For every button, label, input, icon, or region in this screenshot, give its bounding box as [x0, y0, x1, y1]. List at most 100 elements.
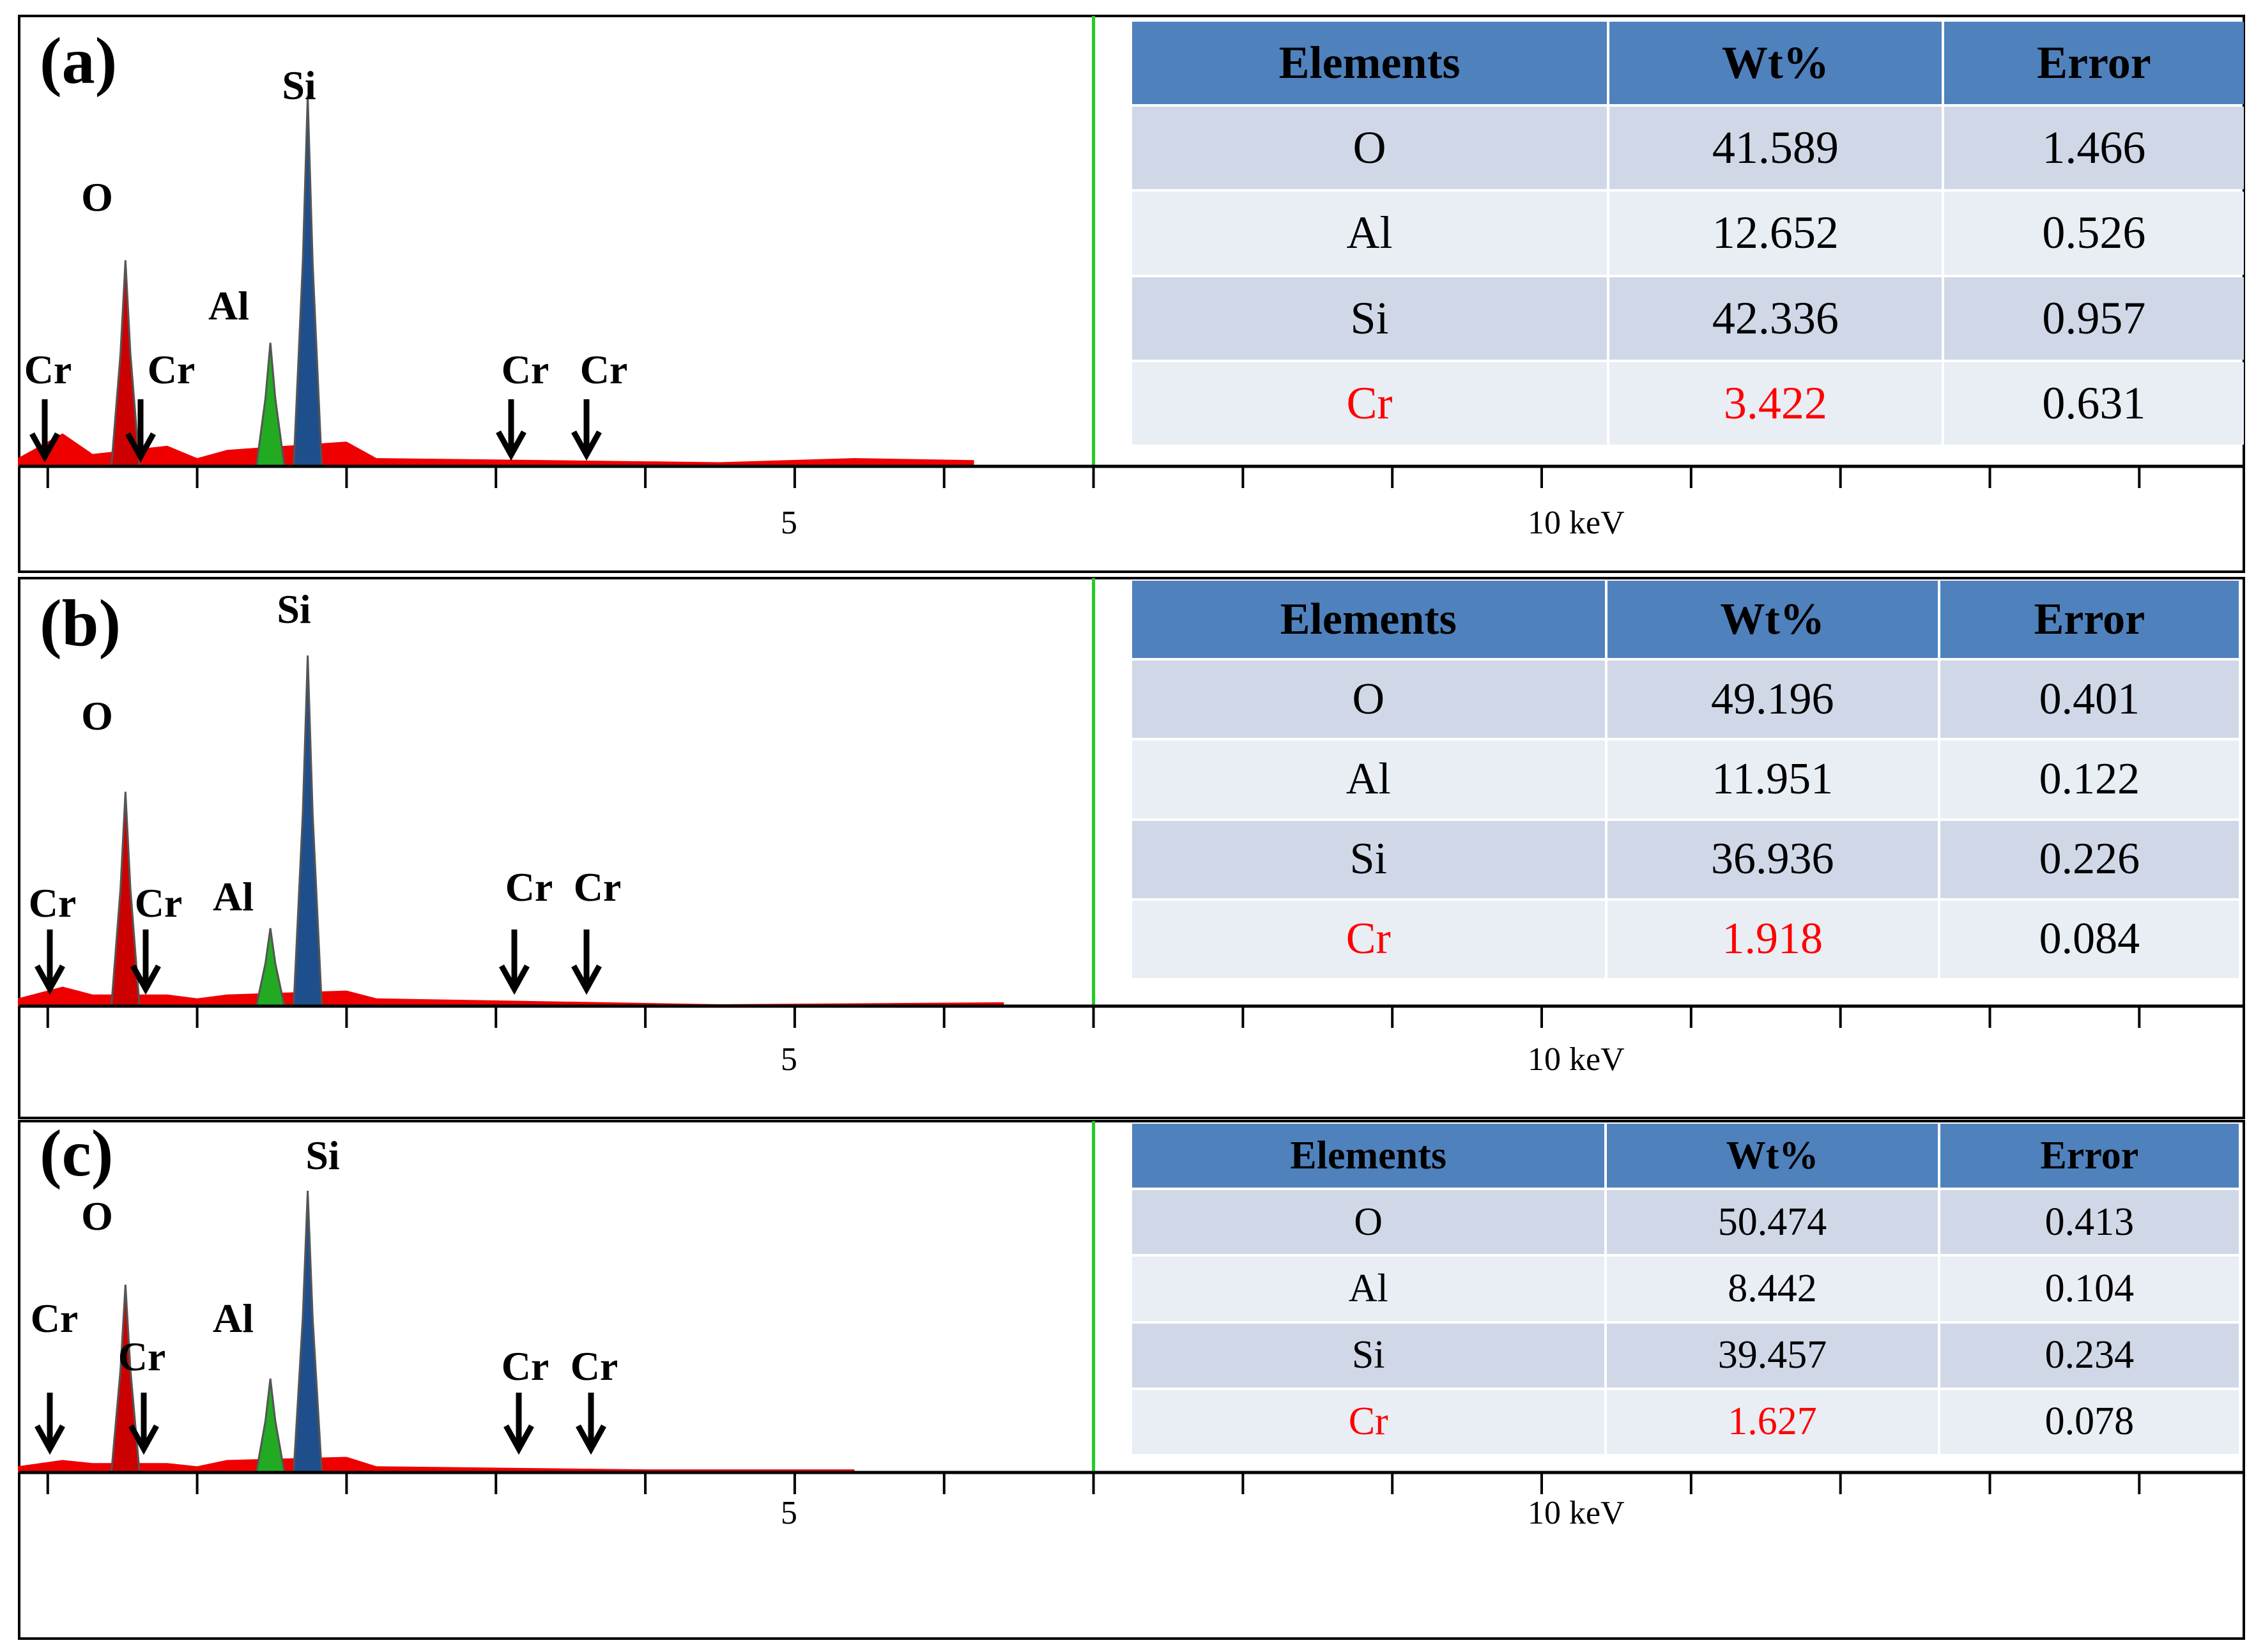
- table-cell-element: Cr: [1132, 362, 1607, 445]
- table-cell-wt: 8.442: [1607, 1257, 1938, 1321]
- table-header: Elements: [1132, 22, 1607, 105]
- arrow-head-icon: [503, 1424, 534, 1455]
- arrow-head-icon: [29, 432, 60, 463]
- peak-si: [293, 95, 323, 468]
- table-cell-wt: 36.936: [1607, 820, 1938, 898]
- table-cell-error: 1.466: [1944, 107, 2244, 190]
- table-row: Cr 1.627 0.078: [1132, 1389, 2239, 1454]
- background-spectrum: [18, 1457, 855, 1472]
- arrow-head-icon: [35, 964, 65, 995]
- peak-label-cr: Cr: [118, 1334, 166, 1379]
- table-cell-error: 0.104: [1940, 1257, 2239, 1321]
- arrow-head-icon: [128, 1424, 159, 1455]
- background-spectrum: [18, 433, 974, 466]
- panel-label: (b): [40, 586, 121, 660]
- table-cell-element: Cr: [1132, 900, 1605, 978]
- table-cell-element: Cr: [1132, 1389, 1605, 1454]
- table-cell-element: O: [1132, 661, 1605, 738]
- peak-al: [255, 342, 286, 468]
- peak-label-cr: Cr: [502, 347, 549, 392]
- x-tick-label: 5: [781, 1041, 797, 1078]
- table-header: Elements: [1132, 581, 1605, 659]
- table-cell-error: 0.084: [1940, 900, 2239, 978]
- table-row: Al 12.652 0.526: [1132, 192, 2244, 275]
- composition-table-3: Elements Wt% Error O 50.474 0.413 Al 8.442 0.104…: [1130, 1121, 2241, 1457]
- peak-label-cr: Cr: [24, 347, 72, 392]
- x-tick-label: 5: [781, 1495, 797, 1531]
- composition-table-2: Elements Wt% Error O 49.196 0.401 Al 11.951 0.12…: [1130, 578, 2241, 981]
- peak-label-cr: Cr: [29, 880, 77, 926]
- x-tick-label: 10 keV: [1528, 1495, 1625, 1531]
- table-cell-wt: 12.652: [1609, 192, 1942, 275]
- table-header: Wt%: [1607, 581, 1938, 659]
- table-header: Elements: [1132, 1124, 1605, 1188]
- panel-frame: [18, 15, 2245, 573]
- arrow-head-icon: [35, 1424, 65, 1455]
- table-cell-element: Al: [1132, 740, 1605, 818]
- peak-al: [255, 1378, 286, 1474]
- background-spectrum: [18, 986, 1004, 1006]
- arrow-head-icon: [571, 964, 602, 995]
- table-cell-element: O: [1132, 107, 1607, 190]
- arrow-head-icon: [496, 430, 526, 461]
- peak-label-si: Si: [277, 586, 311, 632]
- table-header: Wt%: [1607, 1124, 1938, 1188]
- table-header: Error: [1944, 22, 2244, 105]
- table-row: Cr 3.422 0.631: [1132, 362, 2244, 445]
- table-row: Cr 1.918 0.084: [1132, 900, 2239, 978]
- arrow-head-icon: [576, 1424, 606, 1455]
- x-tick-label: 10 keV: [1528, 1041, 1625, 1078]
- table-row: Si 42.336 0.957: [1132, 277, 2244, 360]
- peak-al: [255, 928, 286, 1007]
- table-cell-error: 0.957: [1944, 277, 2244, 360]
- peak-label-cr: Cr: [574, 864, 622, 910]
- table-cell-error: 0.226: [1940, 820, 2239, 898]
- peak-label-si: Si: [282, 63, 316, 108]
- x-tick-label: 10 keV: [1528, 505, 1625, 541]
- arrow-head-icon: [499, 964, 530, 995]
- table-header: Error: [1940, 581, 2239, 659]
- panel-frame: [18, 577, 2245, 1119]
- peak-label-o: O: [81, 1193, 113, 1239]
- table-cell-wt: 41.589: [1609, 107, 1942, 190]
- table-cell-element: Si: [1132, 277, 1607, 360]
- peak-label-cr: Cr: [31, 1296, 79, 1341]
- composition-table-1: Elements Wt% Error O 41.589 1.466 Al 12.652 0.52…: [1130, 19, 2246, 447]
- table-cell-error: 0.526: [1944, 192, 2244, 275]
- table-cell-wt: 50.474: [1607, 1190, 1938, 1255]
- arrow-head-icon: [125, 432, 156, 463]
- table-cell-error: 0.401: [1940, 661, 2239, 738]
- peak-label-cr: Cr: [502, 1343, 549, 1389]
- table-cell-error: 0.078: [1940, 1389, 2239, 1454]
- table-cell-wt: 1.918: [1607, 900, 1938, 978]
- arrow-head-icon: [571, 430, 602, 461]
- panel-label: (c): [40, 1117, 113, 1190]
- table-cell-wt: 39.457: [1607, 1323, 1938, 1388]
- peak-label-al: Al: [208, 283, 249, 328]
- peak-label-cr: Cr: [580, 347, 628, 392]
- peak-label-al: Al: [213, 1296, 254, 1341]
- table-cell-wt: 11.951: [1607, 740, 1938, 818]
- table-cell-wt: 3.422: [1609, 362, 1942, 445]
- panel-label: (a): [40, 24, 117, 98]
- peak-label-cr: Cr: [571, 1343, 618, 1389]
- table-cell-wt: 49.196: [1607, 661, 1938, 738]
- eds-panel-2: 5 10 keV (b) Cr O Cr Al Si Cr Cr: [18, 577, 2245, 1119]
- peak-label-o: O: [81, 174, 113, 220]
- x-tick-label: 5: [781, 505, 797, 541]
- table-cell-element: O: [1132, 1190, 1605, 1255]
- arrow-head-icon: [130, 964, 161, 995]
- table-header: Error: [1940, 1124, 2239, 1188]
- table-cell-wt: 42.336: [1609, 277, 1942, 360]
- panel-frame: [18, 1120, 2245, 1640]
- peak-label-cr: Cr: [505, 864, 553, 910]
- peak-label-al: Al: [213, 874, 254, 919]
- table-row: Al 8.442 0.104: [1132, 1257, 2239, 1321]
- table-row: O 49.196 0.401: [1132, 661, 2239, 738]
- table-cell-error: 0.234: [1940, 1323, 2239, 1388]
- peak-label-o: O: [81, 693, 113, 738]
- peak-label-cr: Cr: [135, 880, 183, 926]
- table-header: Wt%: [1609, 22, 1942, 105]
